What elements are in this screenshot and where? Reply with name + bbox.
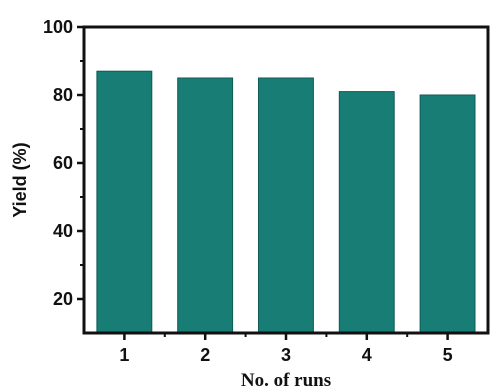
y-ticks: 20 40 60 80 100 xyxy=(43,17,84,309)
y-tick-label: 40 xyxy=(53,221,73,241)
x-axis-title: No. of runs xyxy=(241,370,331,391)
y-axis-title: Yield (%) xyxy=(10,142,30,217)
bar-run-2 xyxy=(177,77,234,334)
x-tick-label: 1 xyxy=(119,345,129,365)
y-tick-label: 80 xyxy=(53,85,73,105)
x-tick-label: 4 xyxy=(362,345,372,365)
x-tick-label: 5 xyxy=(443,345,453,365)
bar-run-1 xyxy=(96,70,153,334)
y-tick-label: 60 xyxy=(53,153,73,173)
x-tick-label: 3 xyxy=(281,345,291,365)
bars-layer xyxy=(96,70,476,334)
y-tick-label: 20 xyxy=(53,289,73,309)
x-ticks: 1 2 3 4 5 xyxy=(119,333,453,365)
bar-run-3 xyxy=(258,77,314,334)
bar-run-4 xyxy=(338,91,395,334)
y-tick-label: 100 xyxy=(43,17,73,37)
x-tick-label: 2 xyxy=(200,345,210,365)
bar-run-5 xyxy=(419,94,476,334)
